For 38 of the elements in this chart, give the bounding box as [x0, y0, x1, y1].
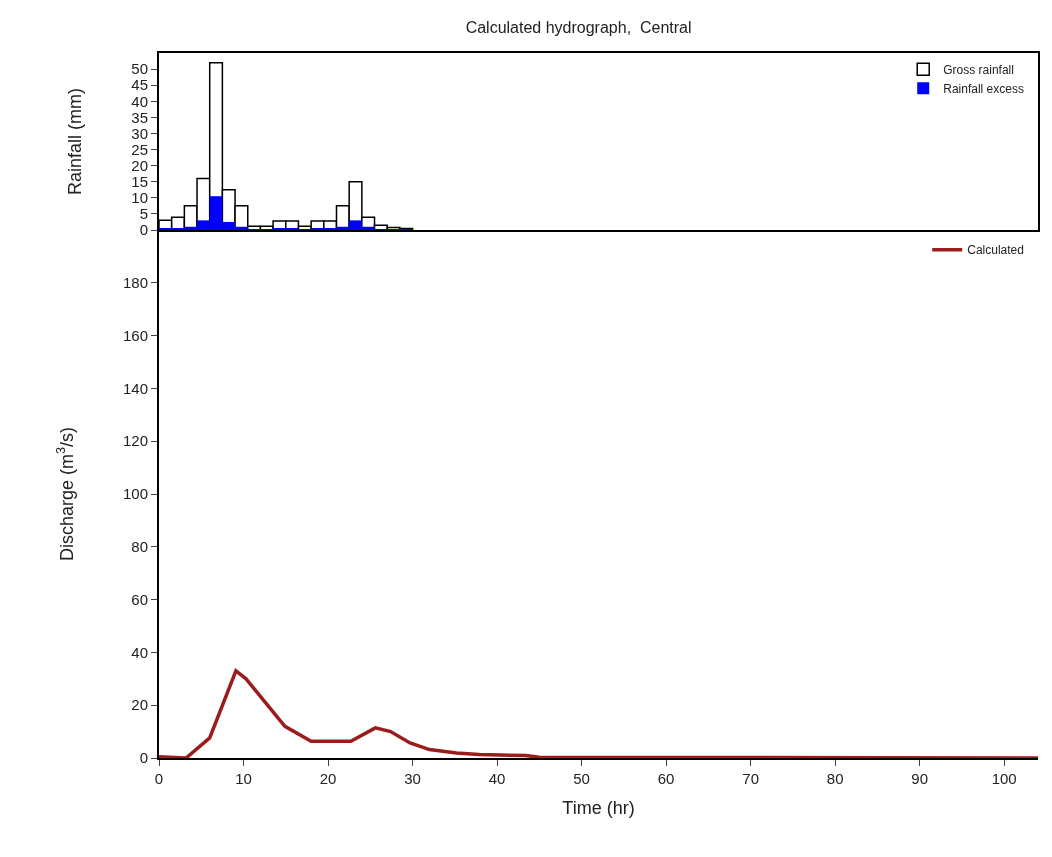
- x-tick-label: 40: [488, 770, 506, 787]
- x-tick-label: 50: [573, 770, 590, 787]
- y-tick-label: 30: [131, 124, 148, 142]
- x-tick-label: 70: [742, 770, 759, 787]
- y-tick-label: 20: [131, 156, 148, 174]
- y-tick-label: 5: [139, 205, 148, 223]
- y-tick-label: 0: [139, 221, 148, 239]
- x-axis-title: Time (hr): [562, 797, 635, 818]
- y-tick-label: 60: [131, 590, 148, 608]
- y-tick-label: 40: [131, 643, 148, 661]
- legend-label: Calculated: [967, 243, 1024, 258]
- y-tick-label: 80: [131, 538, 148, 556]
- y-tick-label: 160: [122, 326, 148, 344]
- y-tick-label: 45: [131, 76, 148, 94]
- x-tick-label: 80: [826, 770, 844, 787]
- legend-label: Rainfall excess: [943, 81, 1024, 96]
- y-tick-label: 0: [139, 749, 148, 767]
- x-tick-label: 10: [235, 770, 252, 787]
- x-tick-label: 30: [404, 770, 421, 787]
- y-axis-title: Rainfall (mm): [65, 87, 86, 196]
- y-tick-label: 100: [122, 485, 148, 503]
- y-tick-label: 20: [131, 696, 148, 714]
- legend-label: Gross rainfall: [943, 62, 1014, 77]
- y-tick-label: 40: [131, 92, 148, 110]
- x-tick-label: 0: [154, 770, 164, 787]
- y-tick-label: 10: [131, 189, 148, 207]
- x-tick-label: 60: [657, 770, 675, 787]
- y-tick-label: 120: [122, 432, 148, 450]
- y-tick-label: 50: [131, 60, 148, 78]
- y-tick-label: 25: [131, 140, 148, 158]
- y-tick-label: 180: [122, 274, 148, 292]
- y-tick-label: 15: [131, 172, 148, 190]
- y-tick-label: 35: [131, 108, 148, 126]
- x-tick-label: 100: [991, 770, 1017, 787]
- y-tick-label: 140: [122, 379, 148, 397]
- x-tick-label: 20: [319, 770, 337, 787]
- x-tick-label: 90: [911, 770, 929, 787]
- chart-title: Calculated hydrograph, Central: [465, 19, 692, 37]
